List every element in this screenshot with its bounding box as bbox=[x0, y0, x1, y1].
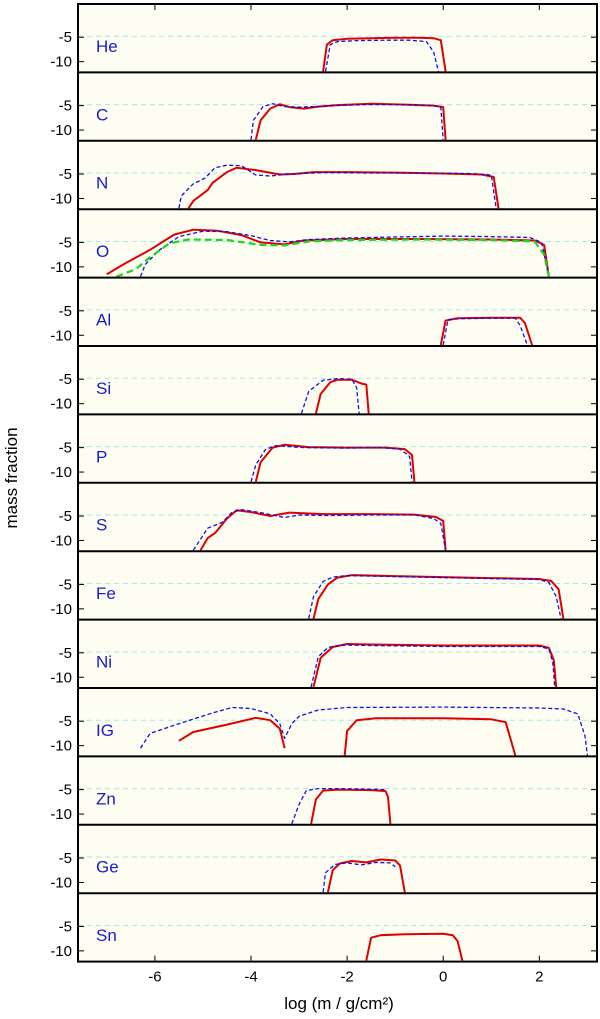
series-red-he-0 bbox=[322, 36, 447, 72]
y-tick-label: -10 bbox=[50, 54, 72, 71]
panel-si: -5 -10 Si bbox=[50, 345, 597, 414]
element-label-ig: IG bbox=[96, 721, 114, 740]
series-green-o-2 bbox=[116, 238, 550, 278]
y-tick-label: -5 bbox=[59, 371, 72, 388]
y-tick-label: -10 bbox=[50, 532, 72, 549]
panel-o: -5 -10 O bbox=[50, 208, 597, 278]
series-red-ig-1 bbox=[343, 717, 517, 756]
x-axis-label: log (m / g/cm²) bbox=[284, 994, 394, 1013]
y-tick-label: -5 bbox=[59, 508, 72, 525]
x-tick-label: -4 bbox=[244, 969, 257, 986]
y-tick-label: -5 bbox=[59, 782, 72, 799]
panel-ni: -5 -10 Ni bbox=[50, 618, 597, 688]
y-tick-label: -10 bbox=[50, 259, 72, 276]
element-label-al: Al bbox=[96, 310, 111, 329]
y-tick-label: -10 bbox=[50, 738, 72, 755]
y-tick-label: -5 bbox=[59, 440, 72, 457]
y-tick-label: -10 bbox=[50, 190, 72, 207]
y-tick-label: -5 bbox=[59, 303, 72, 320]
x-tick-label: -2 bbox=[340, 969, 353, 986]
series-red-si-0 bbox=[314, 378, 370, 414]
panel-c: -5 -10 C bbox=[50, 71, 597, 141]
element-label-o: O bbox=[96, 242, 109, 261]
y-tick-label: -5 bbox=[59, 645, 72, 662]
y-tick-label: -5 bbox=[59, 713, 72, 730]
y-tick-label: -5 bbox=[59, 98, 72, 115]
series-red-ig-0 bbox=[178, 716, 286, 749]
series-blue-n-1 bbox=[178, 164, 497, 209]
y-tick-label: -10 bbox=[50, 327, 72, 344]
x-tick-label: 2 bbox=[535, 969, 543, 986]
y-tick-label: -10 bbox=[50, 464, 72, 481]
element-label-p: P bbox=[96, 447, 107, 466]
panel-ig: -5 -10 IG bbox=[50, 687, 597, 756]
series-red-ni-0 bbox=[312, 643, 558, 688]
series-blue-c-1 bbox=[250, 103, 444, 140]
x-tick-label: -6 bbox=[148, 969, 161, 986]
element-label-c: C bbox=[96, 105, 108, 124]
series-blue-zn-1 bbox=[291, 787, 386, 825]
y-axis-label: mass fraction bbox=[2, 427, 21, 528]
element-label-n: N bbox=[96, 174, 108, 193]
y-tick-label: -10 bbox=[50, 396, 72, 413]
series-blue-al-1 bbox=[442, 317, 528, 346]
x-tick-label: 0 bbox=[439, 969, 447, 986]
element-label-he: He bbox=[96, 37, 118, 56]
plot-frame bbox=[77, 3, 598, 963]
panel-sn: -5 -10 Sn bbox=[50, 892, 597, 961]
series-blue-fe-1 bbox=[308, 574, 562, 619]
series-blue-si-1 bbox=[300, 378, 360, 414]
y-tick-label: -5 bbox=[59, 234, 72, 251]
element-label-ge: Ge bbox=[96, 858, 119, 877]
panel-al: -5 -10 Al bbox=[50, 276, 597, 346]
panel-fe: -5 -10 Fe bbox=[50, 550, 597, 619]
series-blue-ni-1 bbox=[310, 644, 556, 688]
panel-zn: -5 -10 Zn bbox=[50, 755, 597, 825]
series-blue-ig-2 bbox=[139, 706, 589, 756]
series-red-s-0 bbox=[199, 509, 447, 551]
panel-n: -5 -10 N bbox=[50, 139, 597, 209]
element-label-sn: Sn bbox=[96, 926, 117, 945]
series-red-al-0 bbox=[439, 316, 534, 346]
panels-layer: -5-10He-5-10C-5-10N-5-10O-5-10Al-5-10Si-… bbox=[50, 3, 598, 986]
series-red-sn-0 bbox=[365, 932, 464, 961]
y-tick-label: -10 bbox=[50, 943, 72, 960]
y-tick-label: -5 bbox=[59, 576, 72, 593]
series-blue-p-1 bbox=[250, 445, 413, 482]
y-tick-label: -5 bbox=[59, 29, 72, 46]
y-tick-label: -5 bbox=[59, 850, 72, 867]
y-tick-label: -10 bbox=[50, 806, 72, 823]
series-blue-ge-1 bbox=[322, 861, 396, 893]
series-blue-o-1 bbox=[139, 230, 550, 277]
panel-he: -5 -10 He bbox=[50, 29, 597, 72]
element-label-s: S bbox=[96, 516, 107, 535]
y-tick-label: -10 bbox=[50, 122, 72, 139]
y-tick-label: -10 bbox=[50, 669, 72, 686]
series-blue-he-1 bbox=[324, 39, 440, 72]
series-red-ge-0 bbox=[326, 858, 406, 893]
element-label-fe: Fe bbox=[96, 584, 116, 603]
y-tick-label: -10 bbox=[50, 874, 72, 891]
panel-s: -5 -10 S bbox=[50, 481, 597, 551]
element-label-zn: Zn bbox=[96, 789, 116, 808]
y-tick-label: -5 bbox=[59, 918, 72, 935]
y-tick-label: -10 bbox=[50, 601, 72, 618]
element-label-ni: Ni bbox=[96, 652, 112, 671]
element-label-si: Si bbox=[96, 379, 111, 398]
panel-p: -5 -10 P bbox=[50, 413, 597, 483]
y-tick-label: -5 bbox=[59, 166, 72, 183]
series-red-zn-0 bbox=[310, 788, 392, 824]
